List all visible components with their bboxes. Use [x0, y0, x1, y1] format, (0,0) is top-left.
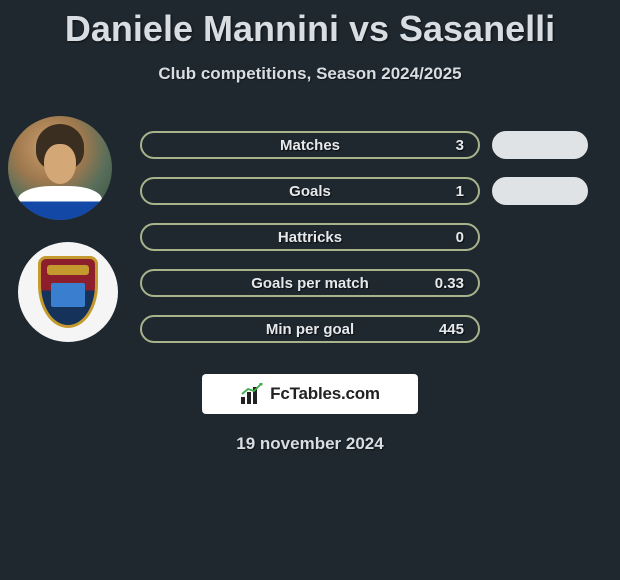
- player1-stat-bar: Min per goal 445: [140, 315, 480, 343]
- stat-label: Goals per match: [251, 275, 369, 292]
- player1-stat-bar: Hattricks 0: [140, 223, 480, 251]
- stat-label: Goals: [289, 183, 331, 200]
- brand-logo: FcTables.com: [202, 374, 418, 414]
- player1-stat-bar: Goals per match 0.33: [140, 269, 480, 297]
- stat-row: Min per goal 445: [140, 306, 620, 352]
- page-title: Daniele Mannini vs Sasanelli: [0, 0, 620, 50]
- stat-row: Matches 3: [140, 122, 620, 168]
- stat-row: Goals per match 0.33: [140, 260, 620, 306]
- player1-stat-value: 0.33: [435, 275, 464, 292]
- player1-stat-value: 0: [456, 229, 464, 246]
- player1-stat-value: 445: [439, 321, 464, 338]
- stat-label: Min per goal: [266, 321, 354, 338]
- player2-stat-bar: [492, 131, 588, 159]
- comparison-chart: Matches 3 Goals 1 Hattricks 0 Goals per match 0…: [0, 122, 620, 352]
- player1-stat-bar: Matches 3: [140, 131, 480, 159]
- player2-club-logo: [18, 242, 118, 342]
- date-text: 19 november 2024: [0, 434, 620, 454]
- stat-label: Hattricks: [278, 229, 342, 246]
- player1-stat-value: 3: [456, 137, 464, 154]
- stat-row: Hattricks 0: [140, 214, 620, 260]
- brand-text: FcTables.com: [270, 384, 380, 404]
- subtitle: Club competitions, Season 2024/2025: [0, 64, 620, 84]
- stat-row: Goals 1: [140, 168, 620, 214]
- chart-icon: [240, 383, 264, 405]
- player1-stat-value: 1: [456, 183, 464, 200]
- avatars-column: [8, 116, 118, 342]
- stat-bars: Matches 3 Goals 1 Hattricks 0 Goals per match 0…: [140, 122, 620, 352]
- player1-stat-bar: Goals 1: [140, 177, 480, 205]
- player1-avatar: [8, 116, 112, 220]
- stat-label: Matches: [280, 137, 340, 154]
- player2-stat-bar: [492, 177, 588, 205]
